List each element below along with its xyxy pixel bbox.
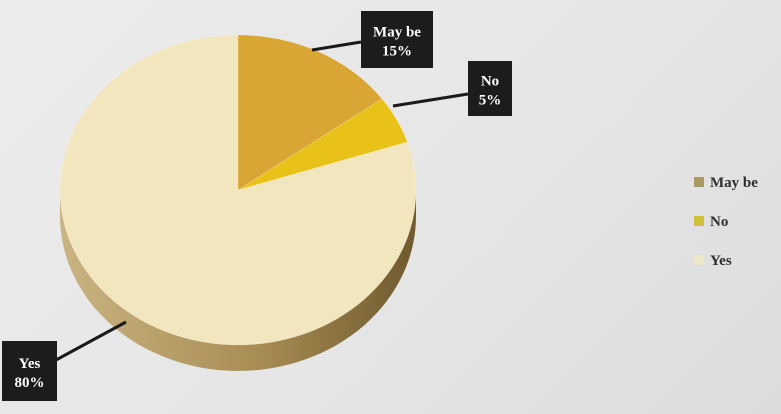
legend-label-may-be: May be bbox=[710, 175, 758, 191]
callout-box-no bbox=[468, 61, 512, 116]
callout-category-yes: Yes bbox=[19, 356, 41, 372]
callout-value-may-be: 15% bbox=[382, 44, 412, 60]
legend: May be No Yes bbox=[694, 175, 758, 269]
leader-line-may-be bbox=[311, 40, 362, 52]
pie-plot-area bbox=[59, 34, 417, 371]
leader-line-yes bbox=[55, 320, 127, 362]
legend-swatch-yes bbox=[694, 255, 704, 265]
legend-swatch-may-be bbox=[694, 177, 704, 187]
legend-swatch-no bbox=[694, 216, 704, 226]
pie-slice-may-be bbox=[237, 34, 383, 191]
callout-value-no: 5% bbox=[479, 93, 502, 109]
data-labels: May be 15% No 5% Yes 80% bbox=[2, 11, 512, 401]
legend-label-yes: Yes bbox=[710, 253, 732, 269]
leader-line-no bbox=[392, 92, 469, 108]
callout-box-yes bbox=[2, 341, 57, 401]
callout-category-no: No bbox=[481, 74, 499, 90]
callout-category-may-be: May be bbox=[373, 25, 421, 41]
pie-slice-yes bbox=[59, 34, 417, 346]
callout-value-yes: 80% bbox=[15, 375, 45, 391]
legend-label-no: No bbox=[710, 214, 728, 230]
pie-slice-no bbox=[237, 98, 408, 191]
callout-box-may-be bbox=[361, 11, 433, 68]
pie-side-wall bbox=[60, 190, 416, 371]
